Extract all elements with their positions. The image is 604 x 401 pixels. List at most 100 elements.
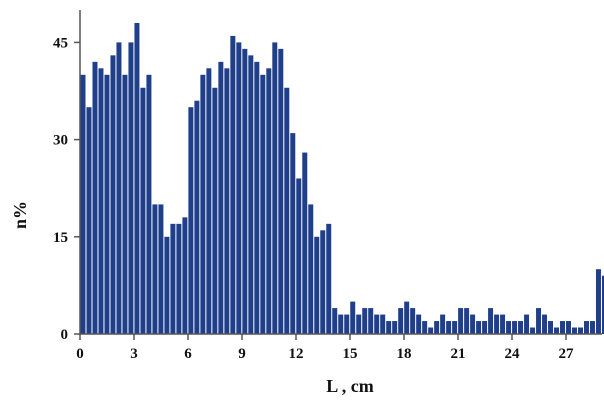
bar	[446, 321, 452, 334]
bar	[296, 178, 302, 334]
bar	[524, 314, 530, 334]
bar	[404, 301, 410, 334]
bar	[104, 74, 110, 335]
bar	[188, 107, 194, 334]
x-tick-label: 15	[343, 346, 358, 362]
x-tick-label: 21	[451, 346, 466, 362]
bar	[266, 68, 272, 334]
bar	[500, 314, 506, 334]
bar	[320, 230, 326, 334]
bar	[380, 314, 386, 334]
bar	[595, 269, 601, 334]
bar	[242, 48, 248, 334]
bar	[548, 321, 554, 334]
x-tick-label: 3	[130, 346, 138, 362]
x-tick-label: 24	[505, 346, 521, 362]
bar	[362, 308, 368, 334]
bar	[164, 236, 170, 334]
bar	[410, 308, 416, 334]
bar	[344, 314, 350, 334]
x-tick-label: 0	[76, 346, 84, 362]
bar	[176, 223, 182, 334]
bar	[230, 35, 236, 335]
bar	[236, 42, 242, 335]
y-tick-label: 45	[53, 35, 68, 51]
bar	[182, 217, 188, 334]
bar	[494, 314, 500, 334]
bar	[398, 308, 404, 334]
bar	[416, 314, 422, 334]
bar	[601, 275, 604, 334]
bar	[326, 223, 332, 334]
bar	[374, 314, 380, 334]
bar	[476, 321, 482, 334]
y-tick-label: 15	[53, 230, 68, 246]
y-tick-group: 0 15 30 45	[53, 35, 80, 343]
bar	[434, 321, 440, 334]
bar	[302, 152, 308, 334]
bar	[428, 327, 434, 334]
bar	[332, 308, 338, 334]
bar	[470, 314, 476, 334]
bar	[140, 87, 146, 334]
bar	[122, 74, 128, 335]
bar	[98, 68, 104, 334]
x-tick-label: 6	[184, 346, 192, 362]
bar	[170, 223, 176, 334]
bar	[146, 74, 152, 335]
x-tick-label: 27	[559, 346, 575, 362]
bar	[542, 314, 548, 334]
bar	[350, 301, 356, 334]
bar	[248, 55, 254, 335]
bar	[314, 236, 320, 334]
bar	[92, 61, 98, 335]
bar	[194, 100, 200, 334]
bar	[530, 327, 536, 334]
bar	[392, 321, 398, 334]
bar	[152, 204, 158, 334]
bar	[200, 74, 206, 335]
bar	[134, 22, 140, 335]
bar	[278, 48, 284, 334]
y-axis-title: n%	[10, 201, 30, 229]
bar	[458, 308, 464, 334]
bar	[368, 308, 374, 334]
bar	[452, 321, 458, 334]
bar	[254, 61, 260, 335]
bar	[589, 321, 595, 334]
bar	[518, 321, 524, 334]
bar	[272, 42, 278, 335]
bar	[560, 321, 566, 334]
bar	[158, 204, 164, 334]
bar	[512, 321, 518, 334]
y-tick-label: 30	[53, 133, 68, 149]
x-tick-label: 9	[238, 346, 246, 362]
bar	[584, 321, 589, 334]
bar	[212, 87, 218, 334]
bar	[386, 321, 392, 334]
bar	[536, 308, 542, 334]
bar	[206, 68, 212, 334]
bar	[506, 321, 512, 334]
x-tick-group: 0 3 6 9 12 15 18 21 24 27	[76, 334, 574, 362]
bar	[260, 74, 266, 335]
y-tick-label: 0	[61, 327, 69, 343]
bar	[566, 321, 571, 334]
bar	[356, 314, 362, 334]
bar	[116, 42, 122, 335]
bar	[290, 133, 296, 334]
bar	[422, 321, 428, 334]
bar	[482, 321, 488, 334]
bar	[218, 61, 224, 335]
bar	[464, 308, 470, 334]
bar	[572, 327, 577, 334]
x-tick-label: 18	[397, 346, 412, 362]
bar	[488, 308, 494, 334]
bar	[578, 327, 583, 334]
bar	[80, 74, 86, 335]
bar	[224, 68, 230, 334]
bar	[110, 55, 116, 335]
x-tick-label: 12	[289, 346, 304, 362]
bar-group	[80, 22, 604, 335]
